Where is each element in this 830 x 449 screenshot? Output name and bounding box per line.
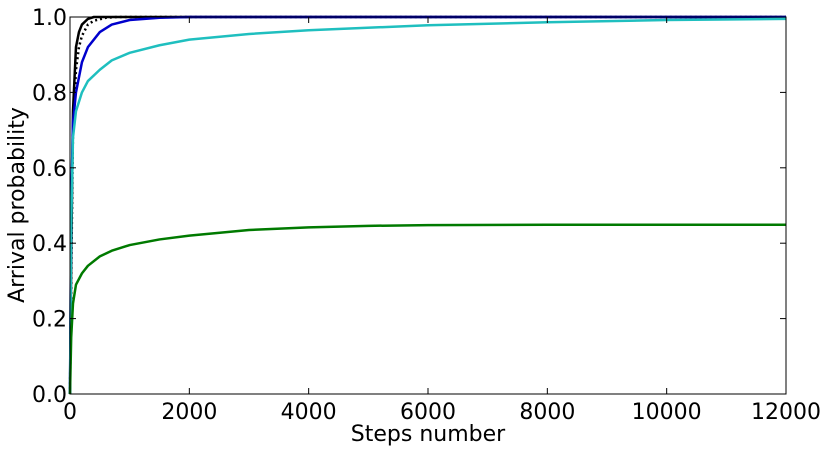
x-tick-label: 12000 — [751, 400, 821, 425]
plot-frame — [69, 16, 787, 395]
series-line-4 — [68, 17, 787, 395]
y-axis-ticks: 0.0 0.2 0.4 0.6 0.8 1.0 — [32, 6, 786, 408]
x-tick-label: 4000 — [281, 400, 337, 425]
x-tick-label: 10000 — [632, 400, 702, 425]
y-tick-label: 0.8 — [32, 81, 67, 106]
x-axis-ticks: 0 2000 4000 6000 8000 10000 12000 — [63, 17, 821, 425]
series-line-1 — [68, 15, 786, 395]
series-line-5 — [68, 223, 786, 395]
y-tick-label: 0.6 — [32, 157, 67, 182]
x-tick-label: 6000 — [400, 400, 456, 425]
y-tick-label: 0.4 — [32, 232, 67, 257]
x-axis-title: Steps number — [351, 422, 506, 447]
x-tick-label: 2000 — [161, 400, 217, 425]
x-tick-label: 0 — [63, 400, 77, 425]
y-axis-title: Arrival probability — [5, 107, 30, 303]
y-tick-label: 0.2 — [32, 308, 67, 333]
y-tick-label: 1.0 — [32, 6, 67, 31]
series-line-3 — [68, 15, 786, 395]
x-tick-label: 8000 — [519, 400, 575, 425]
series-layer — [68, 15, 787, 395]
series-line-2 — [68, 15, 786, 395]
y-tick-label: 0.0 — [32, 383, 67, 408]
